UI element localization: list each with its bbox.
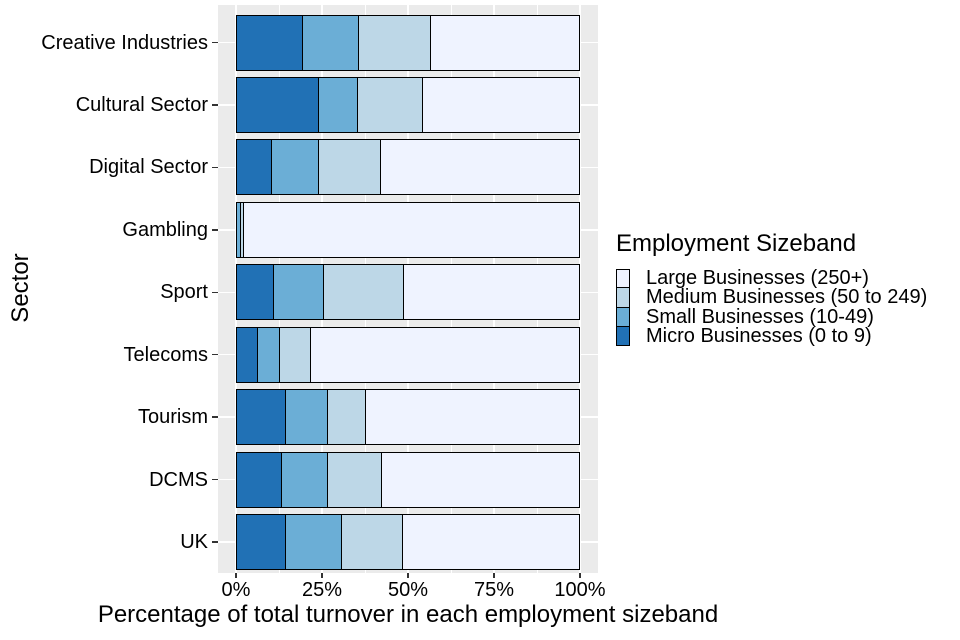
y-axis-label: Digital Sector <box>89 156 208 179</box>
y-axis-tick <box>212 291 218 293</box>
x-axis-tick-label: 50% <box>387 579 429 601</box>
x-axis-tick-label: 100% <box>554 579 606 601</box>
bar-segment <box>285 389 328 446</box>
bar-segment <box>381 139 580 196</box>
legend-swatch <box>616 307 630 327</box>
x-axis-tick-label: 25% <box>301 579 343 601</box>
bar-segment <box>243 201 580 258</box>
bar-segment <box>358 76 424 133</box>
bar-segment <box>236 389 286 446</box>
y-axis-label: Cultural Sector <box>75 93 208 116</box>
x-axis-tick <box>235 573 237 578</box>
legend-swatch <box>616 288 630 308</box>
bar-segment <box>236 514 286 571</box>
bar-segment <box>236 264 274 321</box>
bar-segment <box>241 201 244 258</box>
legend-item: Medium Businesses (50 to 249) <box>616 286 928 309</box>
y-axis-label: Telecoms <box>123 343 208 366</box>
y-axis-tick <box>212 41 218 44</box>
y-axis-label: UK <box>180 531 208 554</box>
legend-item-label: Medium Businesses (50 to 249) <box>646 286 928 309</box>
y-axis-tick <box>212 166 218 169</box>
y-axis-label: Creative Industries <box>41 31 208 54</box>
legend-title: Employment Sizeband <box>616 230 857 257</box>
bar-segment <box>257 326 281 383</box>
y-axis-label: Sport <box>160 281 208 304</box>
bar-segment <box>236 139 273 196</box>
bar-segment <box>303 14 360 71</box>
legend-item-label: Large Businesses (250+) <box>646 267 869 289</box>
y-axis-label: Gambling <box>122 218 208 241</box>
bar-segment <box>237 201 242 258</box>
bar-segment <box>236 326 258 383</box>
bar-segment <box>273 264 325 321</box>
x-axis-tick <box>579 573 581 578</box>
y-axis-tick <box>212 416 218 418</box>
legend-item: Small Businesses (10-49) <box>616 305 927 328</box>
legend-item: Micro Businesses (0 to 9) <box>616 324 927 347</box>
legend-item-label: Micro Businesses (0 to 9) <box>646 324 872 347</box>
bar-segment <box>381 451 580 508</box>
bar-segment <box>327 389 366 446</box>
bar-segment <box>341 514 404 571</box>
bar-segment <box>281 451 329 508</box>
legend: Large Businesses (250+) Medium Businesses… <box>616 267 928 347</box>
y-axis-label: Tourism <box>137 406 208 429</box>
y-axis-tick <box>212 478 218 481</box>
x-axis-tick <box>407 573 409 578</box>
bar-segment <box>359 14 432 71</box>
bar-segment <box>324 264 404 321</box>
bar-segment <box>431 14 580 71</box>
bar-segment <box>236 451 282 508</box>
x-axis-tick-label: 75% <box>473 579 515 601</box>
y-axis-tick <box>212 104 218 106</box>
bar-segment <box>285 514 342 571</box>
bar-segment <box>318 139 382 196</box>
bar-segment <box>365 389 580 446</box>
y-axis-tick <box>212 353 218 356</box>
bar-segment <box>403 264 580 321</box>
legend-item-label: Small Businesses (10-49) <box>646 305 874 328</box>
y-axis-label: DCMS <box>149 468 208 491</box>
x-axis-tick <box>321 573 323 578</box>
bar-segment <box>328 451 382 508</box>
y-axis-tick <box>212 541 218 543</box>
v-major-gridline <box>579 5 581 573</box>
bar-segment <box>280 326 311 383</box>
legend-swatch <box>616 269 630 289</box>
legend-swatch <box>616 326 630 347</box>
x-axis-title: Percentage of total turnover in each emp… <box>97 601 719 628</box>
x-axis-tick-label: 0% <box>221 579 251 601</box>
bar-segment <box>310 326 580 383</box>
bar-segment <box>423 76 580 133</box>
legend-item: Large Businesses (250+) <box>616 267 927 289</box>
bar-segment <box>319 76 359 133</box>
bar-segment <box>236 76 320 133</box>
bar-segment <box>272 139 319 196</box>
y-axis-tick <box>212 229 218 231</box>
bar-segment <box>236 14 304 71</box>
bar-segment <box>403 514 580 571</box>
plot-panel <box>218 5 598 573</box>
x-axis-tick <box>493 573 495 578</box>
